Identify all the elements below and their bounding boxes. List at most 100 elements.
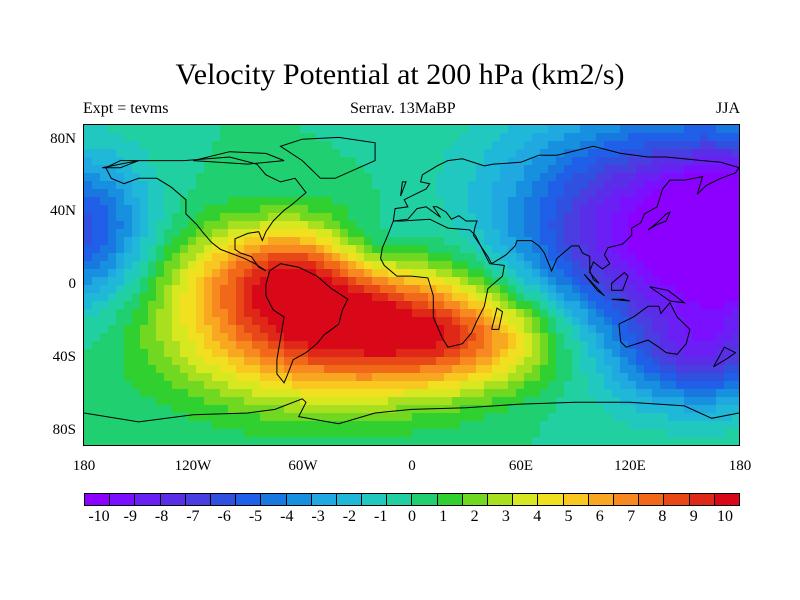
field-cell: [364, 221, 373, 230]
field-cell: [524, 165, 533, 174]
field-cell: [684, 213, 693, 222]
field-cell: [580, 213, 589, 222]
field-cell: [172, 341, 181, 350]
field-cell: [316, 405, 325, 414]
field-cell: [132, 397, 141, 406]
field-cell: [692, 285, 701, 294]
field-cell: [388, 373, 397, 382]
field-cell: [468, 405, 477, 414]
field-cell: [212, 125, 221, 134]
field-cell: [228, 389, 237, 398]
field-cell: [124, 277, 133, 286]
field-cell: [204, 181, 213, 190]
field-cell: [212, 397, 221, 406]
field-cell: [732, 197, 739, 206]
field-cell: [516, 389, 525, 398]
field-cell: [700, 237, 709, 246]
field-cell: [332, 253, 341, 262]
field-cell: [628, 197, 637, 206]
field-cell: [156, 189, 165, 198]
field-cell: [308, 237, 317, 246]
field-cell: [468, 429, 477, 438]
field-cell: [300, 301, 309, 310]
field-cell: [452, 157, 461, 166]
field-cell: [156, 421, 165, 430]
field-cell: [612, 269, 621, 278]
field-cell: [132, 421, 141, 430]
field-cell: [604, 309, 613, 318]
field-cell: [500, 293, 509, 302]
field-cell: [300, 333, 309, 342]
field-cell: [716, 413, 725, 422]
field-cell: [500, 381, 509, 390]
colorbar-label: -5: [248, 508, 263, 525]
field-cell: [716, 141, 725, 150]
field-cell: [212, 325, 221, 334]
field-cell: [316, 317, 325, 326]
field-cell: [260, 253, 269, 262]
field-cell: [244, 237, 253, 246]
field-cell: [476, 405, 485, 414]
field-cell: [324, 237, 333, 246]
field-cell: [508, 261, 517, 270]
field-cell: [684, 133, 693, 142]
field-cell: [724, 261, 733, 270]
field-cell: [164, 237, 173, 246]
field-cell: [92, 373, 101, 382]
field-cell: [180, 277, 189, 286]
field-cell: [388, 181, 397, 190]
field-cell: [316, 421, 325, 430]
field-cell: [652, 309, 661, 318]
field-cell: [140, 405, 149, 414]
field-cell: [492, 165, 501, 174]
field-cell: [548, 141, 557, 150]
field-cell: [108, 293, 117, 302]
field-cell: [348, 261, 357, 270]
field-cell: [444, 325, 453, 334]
field-cell: [588, 213, 597, 222]
field-cell: [140, 429, 149, 438]
field-cell: [620, 381, 629, 390]
field-cell: [276, 213, 285, 222]
field-cell: [668, 197, 677, 206]
field-cell: [660, 197, 669, 206]
field-cell: [268, 245, 277, 254]
field-cell: [308, 325, 317, 334]
field-cell: [492, 157, 501, 166]
field-cell: [180, 437, 189, 445]
field-cell: [492, 141, 501, 150]
field-cell: [532, 317, 541, 326]
field-cell: [316, 189, 325, 198]
field-cell: [548, 269, 557, 278]
coastline: [265, 263, 349, 384]
field-cell: [476, 269, 485, 278]
field-cell: [340, 429, 349, 438]
field-cell: [324, 365, 333, 374]
field-cell: [196, 253, 205, 262]
field-cell: [228, 381, 237, 390]
field-cell: [468, 165, 477, 174]
field-cell: [676, 357, 685, 366]
field-cell: [116, 125, 125, 134]
field-cell: [540, 397, 549, 406]
field-cell: [308, 189, 317, 198]
field-cell: [492, 301, 501, 310]
field-cell: [596, 213, 605, 222]
field-cell: [404, 197, 413, 206]
field-cell: [148, 221, 157, 230]
field-cell: [428, 357, 437, 366]
field-cell: [380, 381, 389, 390]
field-cell: [500, 229, 509, 238]
field-cell: [468, 285, 477, 294]
field-cell: [628, 397, 637, 406]
field-cell: [620, 349, 629, 358]
field-cell: [572, 165, 581, 174]
field-cell: [356, 421, 365, 430]
field-cell: [284, 165, 293, 174]
map-panel: [83, 124, 740, 446]
field-cell: [540, 173, 549, 182]
field-cell: [108, 309, 117, 318]
field-cell: [252, 405, 261, 414]
field-cell: [140, 189, 149, 198]
field-cell: [444, 381, 453, 390]
